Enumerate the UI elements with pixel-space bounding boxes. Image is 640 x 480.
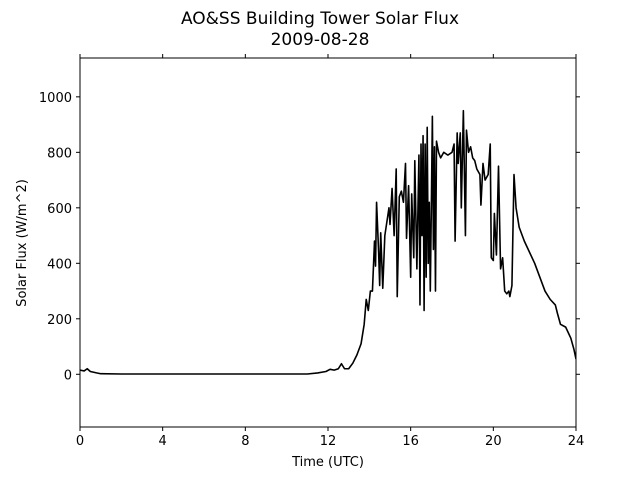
x-tick-label: 8 bbox=[241, 434, 249, 449]
data-line bbox=[80, 109, 576, 375]
x-tick-label: 4 bbox=[159, 434, 167, 449]
y-tick-label: 0 bbox=[64, 368, 72, 383]
y-tick-label: 400 bbox=[47, 257, 72, 272]
x-tick-label: 12 bbox=[320, 434, 337, 449]
chart-title: AO&SS Building Tower Solar Flux bbox=[181, 9, 459, 29]
y-tick-label: 1000 bbox=[39, 91, 72, 106]
x-tick-label: 20 bbox=[485, 434, 502, 449]
y-tick-label: 600 bbox=[47, 202, 72, 217]
y-tick-label: 200 bbox=[47, 313, 72, 328]
x-tick-label: 24 bbox=[568, 434, 585, 449]
y-tick-label: 800 bbox=[47, 146, 72, 161]
y-axis-label: Solar Flux (W/m^2) bbox=[15, 179, 30, 307]
x-axis-label: Time (UTC) bbox=[291, 455, 364, 470]
plot-frame bbox=[79, 57, 577, 428]
x-tick-label: 0 bbox=[76, 434, 84, 449]
x-tick-label: 16 bbox=[402, 434, 419, 449]
chart-subtitle: 2009-08-28 bbox=[271, 30, 370, 50]
